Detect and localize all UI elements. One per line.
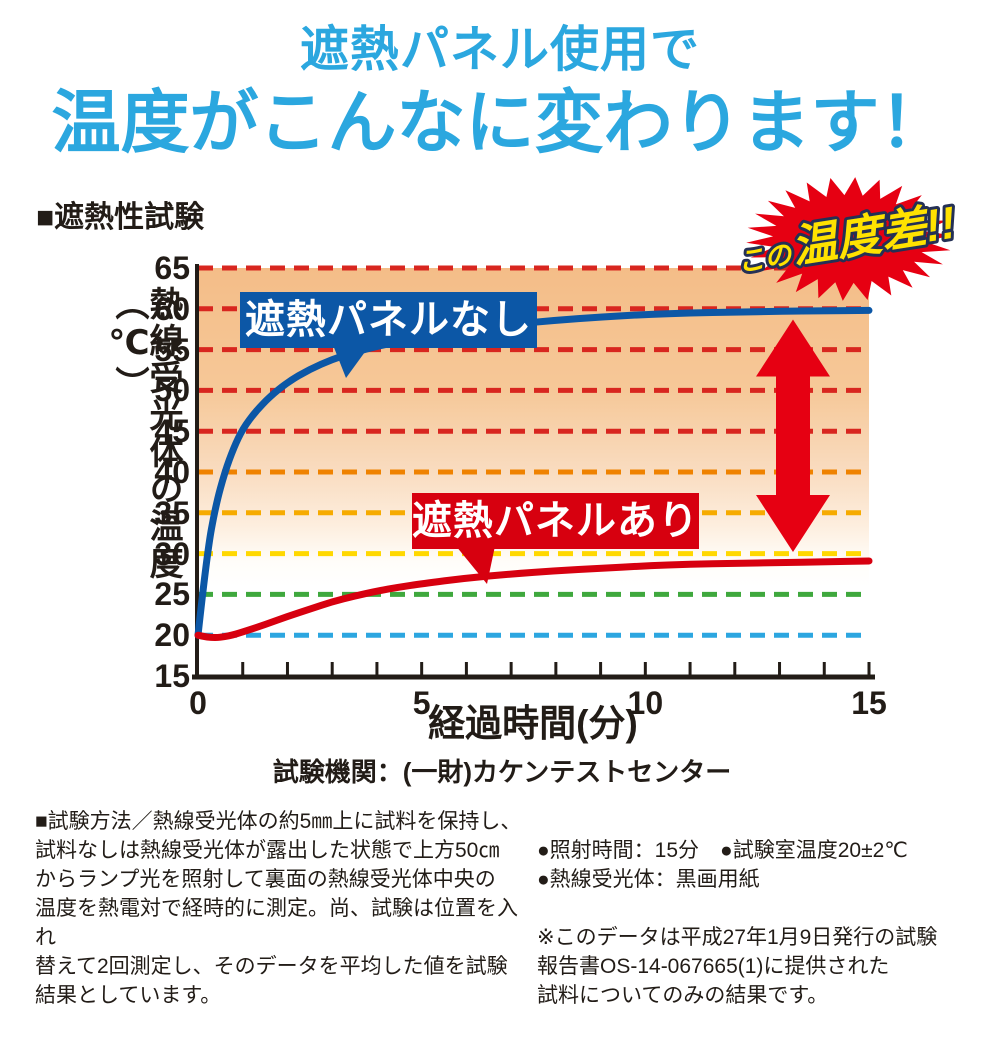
section-heading: ■遮熱性試験 <box>36 201 205 234</box>
x-tick-label: 15 <box>851 685 887 721</box>
headline-line1: 遮熱パネル使用で <box>299 23 700 77</box>
test-conditions-note: ●照射時間：15分 ●試験室温度20±2℃ ●熱線受光体：黒画用紙 ※このデータ… <box>537 807 992 1039</box>
series-label-with-panel: 遮熱パネルあり <box>412 493 699 549</box>
x-axis-title: 経過時間(分) <box>428 703 638 744</box>
y-tick-label: 15 <box>154 658 190 694</box>
x-tick-label: 10 <box>627 685 664 721</box>
test-institute-caption: 試験機関：(一財)カケンテストセンター <box>272 757 732 787</box>
conditions-text: ●照射時間：15分 ●試験室温度20±2℃ ●熱線受光体：黒画用紙 <box>537 839 908 891</box>
headline-line2: 温度がこんなに変わります！ <box>51 84 949 161</box>
y-tick-label: 20 <box>154 617 190 654</box>
badge-burst <box>746 177 952 301</box>
curve-with-panel <box>194 557 873 642</box>
blue-label-tail <box>333 345 370 378</box>
x-tick-label: 5 <box>412 685 431 721</box>
y-tick-label: 50 <box>154 372 190 409</box>
temperature-difference-arrow <box>756 319 830 552</box>
y-tick-label: 60 <box>154 290 190 327</box>
series-label-without-panel: 遮熱パネルなし <box>240 292 537 348</box>
axes <box>192 264 875 680</box>
y-tick-label: 55 <box>154 331 190 368</box>
y-tick-label: 25 <box>154 576 190 613</box>
test-method-note: ■試験方法／熱線受光体の約5㎜上に試料を保持し、 試料なしは熱線受光体が露出した… <box>35 810 522 1007</box>
x-tick-label: 0 <box>189 685 207 721</box>
y-tick-label: 35 <box>154 494 190 531</box>
y-tick-label: 40 <box>154 454 190 490</box>
y-tick-label: 65 <box>154 250 190 286</box>
y-axis-title: 熱線受光体の温度（℃） <box>110 286 182 582</box>
y-tick-label: 45 <box>154 413 190 450</box>
infographic-page: 遮熱パネル使用で 温度がこんなに変わります！ ■遮熱性試験 この温度差!! 熱線… <box>35 23 962 1008</box>
red-label-tail <box>456 546 495 584</box>
disclaimer-text: ※このデータは平成27年1月9日発行の試験 報告書OS-14-067665(1)… <box>537 926 938 1007</box>
y-tick-label: 30 <box>154 535 190 572</box>
